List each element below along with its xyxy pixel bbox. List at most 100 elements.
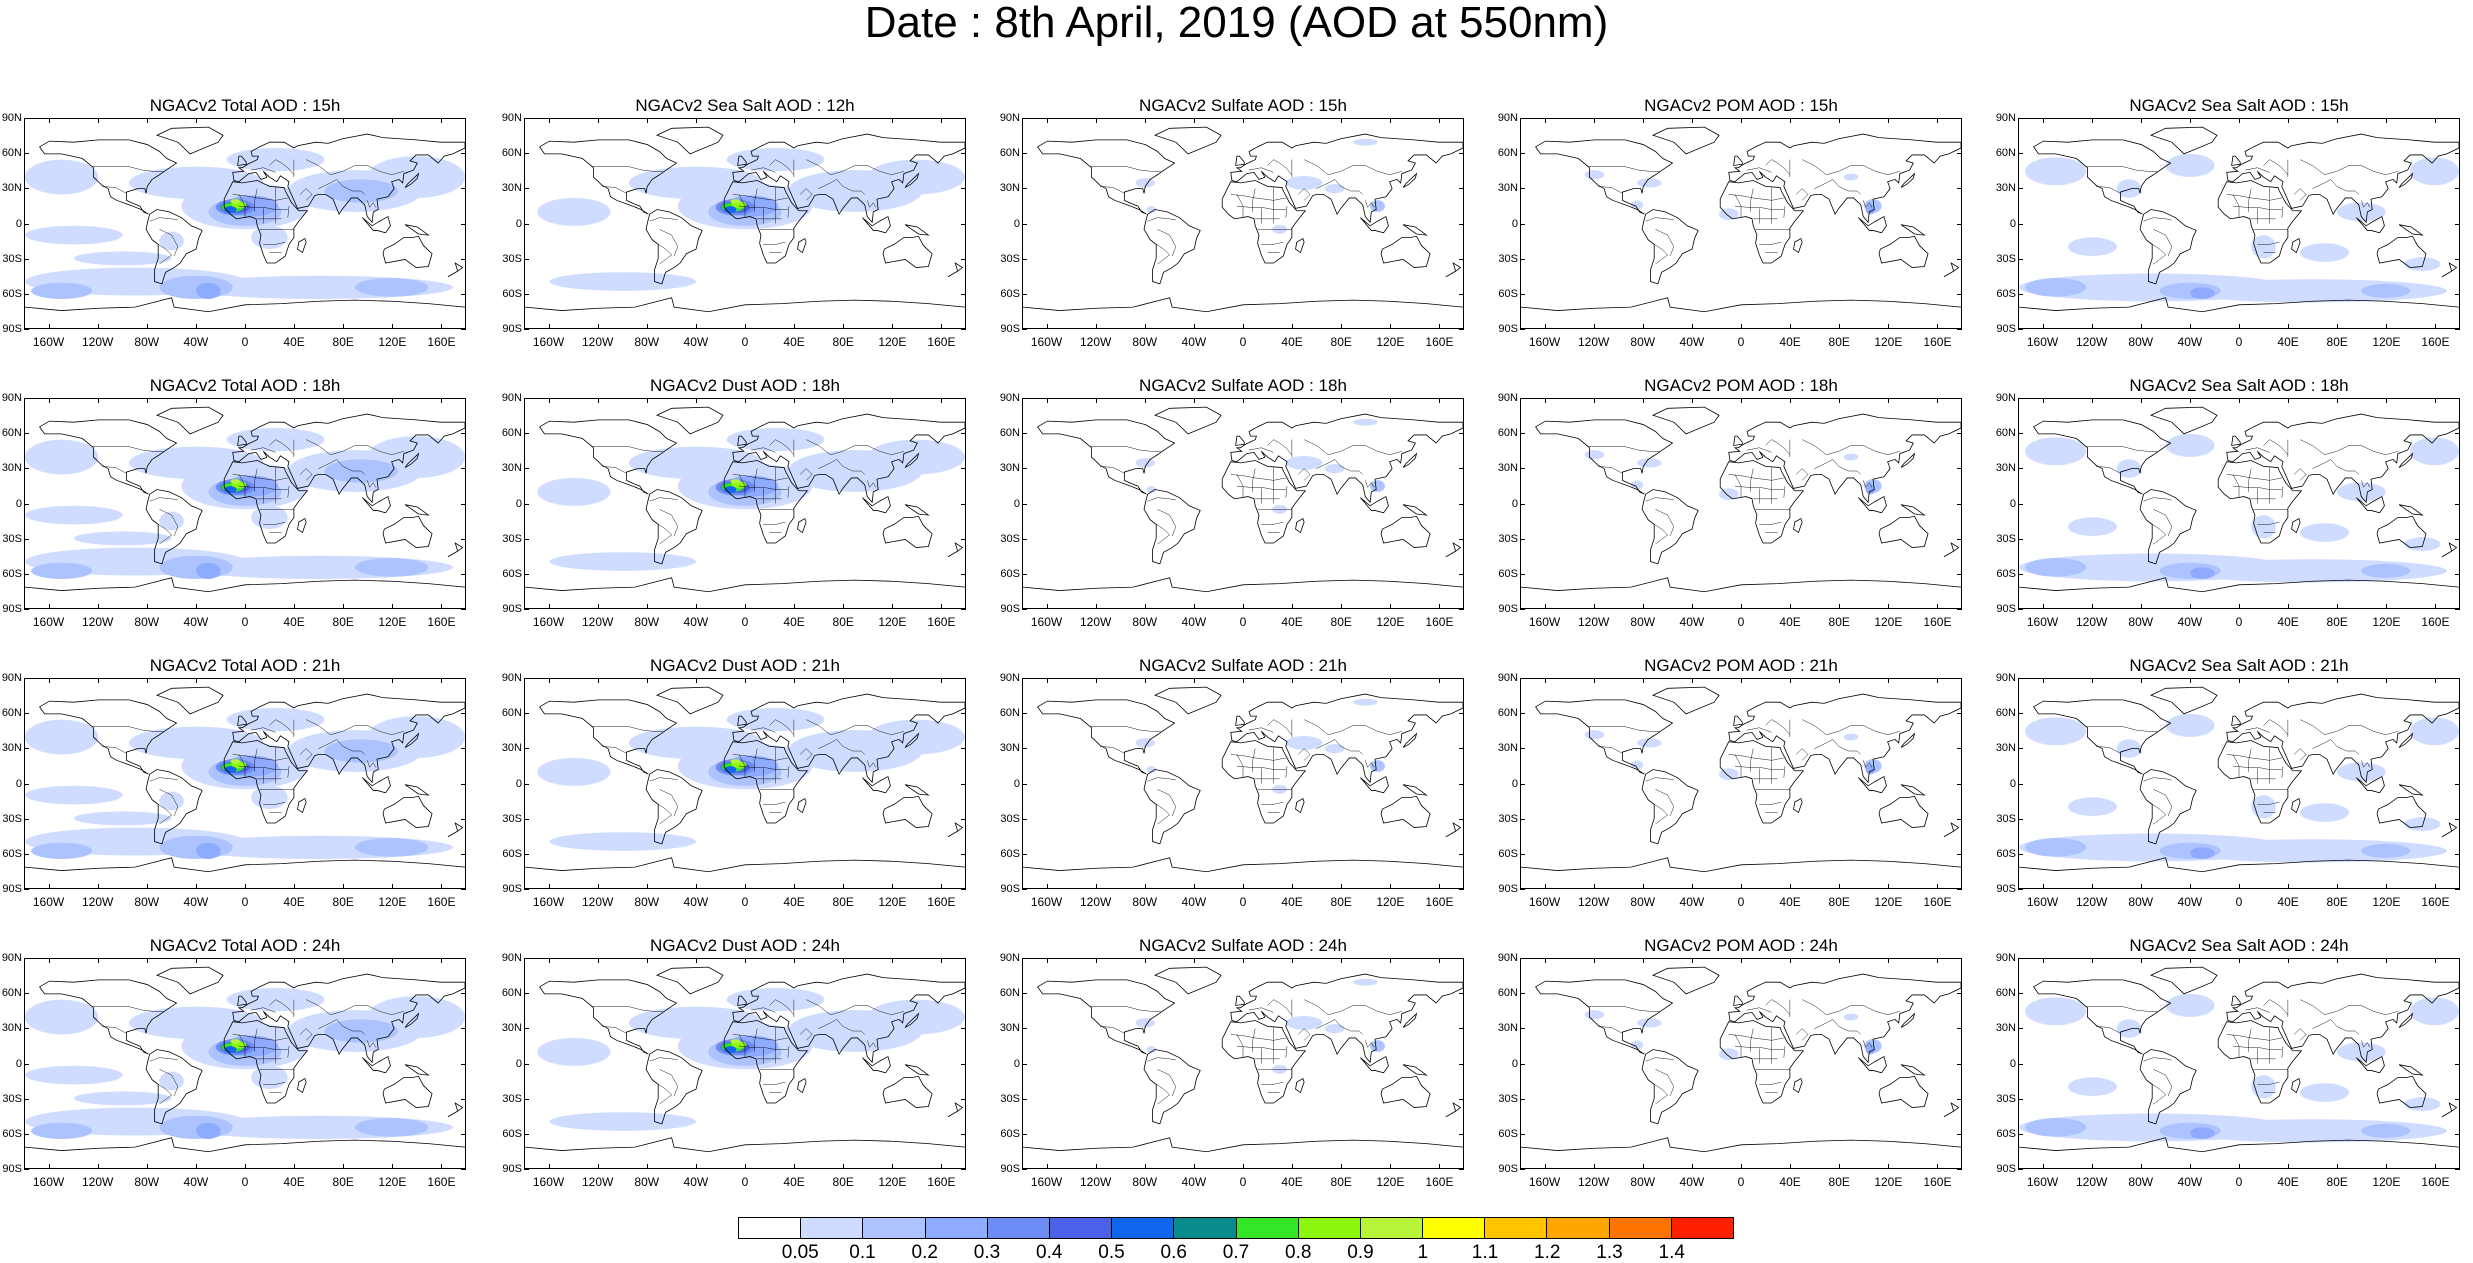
- lon-tick: [1691, 324, 1693, 329]
- lat-tick: [24, 1133, 29, 1135]
- lon-tick-label: 80W: [1630, 335, 1656, 349]
- aod-contour: [1353, 978, 1378, 986]
- lat-tick: [1957, 1028, 1962, 1030]
- lon-tick-label: 0: [241, 335, 249, 349]
- lon-tick: [245, 398, 246, 403]
- lat-tick: [961, 258, 966, 260]
- lat-tick: [1957, 609, 1962, 610]
- lat-tick-label: 60S: [1498, 567, 1518, 580]
- country-border: [751, 1007, 776, 1013]
- country-border: [1230, 474, 1286, 481]
- aod-contour: [159, 275, 233, 299]
- coastline: [1719, 740, 1805, 824]
- country-border: [101, 1026, 127, 1034]
- lat-tick-label: 60S: [2, 847, 22, 860]
- coastline: [382, 1075, 433, 1108]
- lon-tick-label: 0: [2235, 335, 2243, 349]
- lon-tick-label: 160W: [1528, 615, 1561, 629]
- lon-tick: [1790, 1164, 1792, 1169]
- coastline: [1402, 452, 1418, 468]
- lat-tick-label: 60N: [1, 707, 22, 720]
- lat-tick: [524, 573, 529, 575]
- aod-contour: [1146, 206, 1157, 214]
- country-border: [649, 497, 678, 502]
- country-border: [1267, 159, 1293, 175]
- lat-tick: [2455, 818, 2460, 820]
- aod-contour: [230, 199, 241, 204]
- lon-tick-label: 80W: [134, 615, 160, 629]
- map-panel: NGACv2 Dust AOD : 18h 90N 60N 30N 0 30S 60S 90S…: [500, 376, 984, 629]
- lat-tick: [1957, 223, 1962, 225]
- lon-tick: [1593, 1164, 1595, 1169]
- lon-tick-label: 160E: [2421, 1175, 2450, 1189]
- country-border: [799, 188, 813, 201]
- aod-contour: [1865, 204, 1876, 215]
- lon-tick: [2386, 324, 2388, 329]
- panel-title: NGACv2 Total AOD : 21h: [149, 656, 341, 675]
- lon-tick-label: 160E: [927, 335, 956, 349]
- country-border: [2153, 1069, 2173, 1097]
- country-border: [287, 486, 290, 498]
- lon-tick: [1593, 884, 1595, 889]
- aod-contour: [1370, 760, 1385, 772]
- lat-tick: [1022, 573, 1027, 575]
- lon-tick: [2288, 678, 2290, 683]
- country-border: [92, 1006, 164, 1012]
- lon-tick: [343, 1164, 345, 1169]
- aod-contour: [2025, 437, 2087, 466]
- lat-tick: [2018, 889, 2023, 890]
- aod-contour: [537, 1037, 611, 1066]
- coastline: [1900, 732, 1916, 748]
- coastline: [382, 515, 433, 548]
- country-border: [2245, 167, 2270, 173]
- lon-tick-label: 80E: [2326, 1175, 2348, 1189]
- panel-title: NGACv2 Dust AOD : 18h: [650, 376, 840, 395]
- country-border: [367, 200, 377, 208]
- lat-tick-label: 0: [15, 497, 22, 510]
- aod-contour: [2361, 283, 2411, 298]
- lon-tick: [48, 678, 50, 683]
- country-border: [1261, 521, 1284, 525]
- lat-tick-label: 60S: [1000, 567, 1020, 580]
- aod-contour: [1146, 1046, 1157, 1054]
- lat-tick: [1459, 118, 1464, 119]
- lon-tick: [1243, 398, 1244, 403]
- lon-tick: [2189, 398, 2191, 403]
- lon-tick-label: 120W: [1577, 1175, 1610, 1189]
- country-border: [1267, 719, 1293, 735]
- country-border: [1252, 1028, 1256, 1052]
- aod-contour: [1637, 178, 1662, 188]
- coastline: [1900, 504, 1926, 516]
- lat-tick: [2455, 1098, 2460, 1100]
- country-border: [269, 719, 295, 735]
- country-border: [367, 1040, 377, 1048]
- lon-tick: [245, 884, 246, 889]
- lon-tick-label: 160E: [1923, 335, 1952, 349]
- lat-tick: [2018, 433, 2023, 435]
- coastline: [2291, 1077, 2301, 1094]
- lon-tick: [548, 678, 550, 683]
- lon-tick: [1193, 118, 1195, 123]
- coastline: [539, 419, 678, 495]
- lat-tick: [1520, 188, 1525, 190]
- lat-tick-label: 90N: [501, 392, 522, 404]
- lat-tick: [524, 1098, 529, 1100]
- lat-tick: [1957, 398, 1962, 399]
- antarctica-coastline: [525, 857, 965, 873]
- aod-field: [1135, 698, 1385, 794]
- coastline: [447, 262, 464, 278]
- lon-tick: [48, 1164, 50, 1169]
- lat-tick-label: 90N: [1497, 112, 1518, 124]
- lon-tick: [2337, 118, 2339, 123]
- lon-tick: [97, 884, 99, 889]
- country-border: [1261, 801, 1284, 805]
- lat-tick: [524, 258, 529, 260]
- lon-tick-label: 40W: [1679, 895, 1705, 909]
- lat-tick-label: 90S: [1000, 603, 1020, 615]
- lat-tick: [1957, 958, 1962, 959]
- aod-contour: [2404, 257, 2441, 272]
- aod-contour: [1370, 480, 1385, 492]
- aod-contour: [2300, 243, 2349, 262]
- coastline: [1793, 797, 1803, 814]
- country-border: [92, 166, 164, 172]
